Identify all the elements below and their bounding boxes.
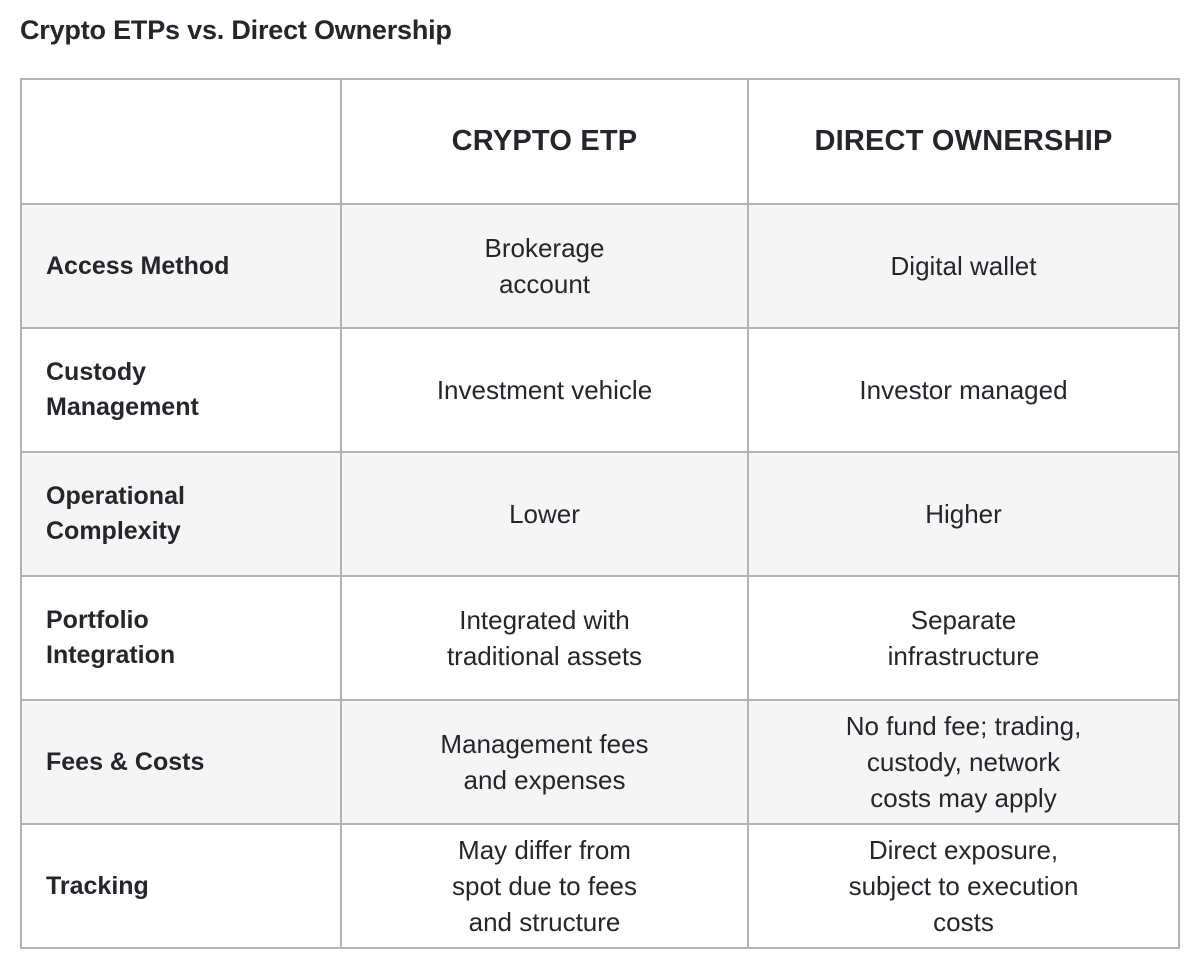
table-header-row: CRYPTO ETP DIRECT OWNERSHIP	[20, 78, 1180, 205]
row-label: Tracking	[20, 823, 342, 949]
row-label: Fees & Costs	[20, 699, 342, 825]
table-row-access-method: Access Method Brokerage account Digital …	[20, 203, 1180, 329]
cell-direct-ownership: Separate infrastructure	[747, 575, 1180, 701]
cell-crypto-etp: Integrated with traditional assets	[340, 575, 749, 701]
cell-direct-ownership: Direct exposure, subject to execution co…	[747, 823, 1180, 949]
cell-direct-ownership: Higher	[747, 451, 1180, 577]
cell-crypto-etp: Lower	[340, 451, 749, 577]
column-header-direct-ownership: DIRECT OWNERSHIP	[747, 78, 1180, 205]
cell-crypto-etp: May differ from spot due to fees and str…	[340, 823, 749, 949]
cell-crypto-etp: Management fees and expenses	[340, 699, 749, 825]
table-row-portfolio-integration: Portfolio Integration Integrated with tr…	[20, 575, 1180, 701]
row-label: Operational Complexity	[20, 451, 342, 577]
comparison-table: CRYPTO ETP DIRECT OWNERSHIP Access Metho…	[20, 78, 1180, 949]
row-label: Custody Management	[20, 327, 342, 453]
corner-cell	[20, 78, 342, 205]
table-row-operational-complexity: Operational Complexity Lower Higher	[20, 451, 1180, 577]
page-title: Crypto ETPs vs. Direct Ownership	[20, 15, 452, 45]
cell-crypto-etp: Brokerage account	[340, 203, 749, 329]
column-header-crypto-etp: CRYPTO ETP	[340, 78, 749, 205]
table-row-tracking: Tracking May differ from spot due to fee…	[20, 823, 1180, 949]
cell-direct-ownership: No fund fee; trading, custody, network c…	[747, 699, 1180, 825]
cell-direct-ownership: Digital wallet	[747, 203, 1180, 329]
row-label: Portfolio Integration	[20, 575, 342, 701]
row-label: Access Method	[20, 203, 342, 329]
table-row-custody-management: Custody Management Investment vehicle In…	[20, 327, 1180, 453]
table-row-fees-costs: Fees & Costs Management fees and expense…	[20, 699, 1180, 825]
page: Crypto ETPs vs. Direct Ownership CRYPTO …	[20, 15, 1180, 949]
cell-direct-ownership: Investor managed	[747, 327, 1180, 453]
cell-crypto-etp: Investment vehicle	[340, 327, 749, 453]
